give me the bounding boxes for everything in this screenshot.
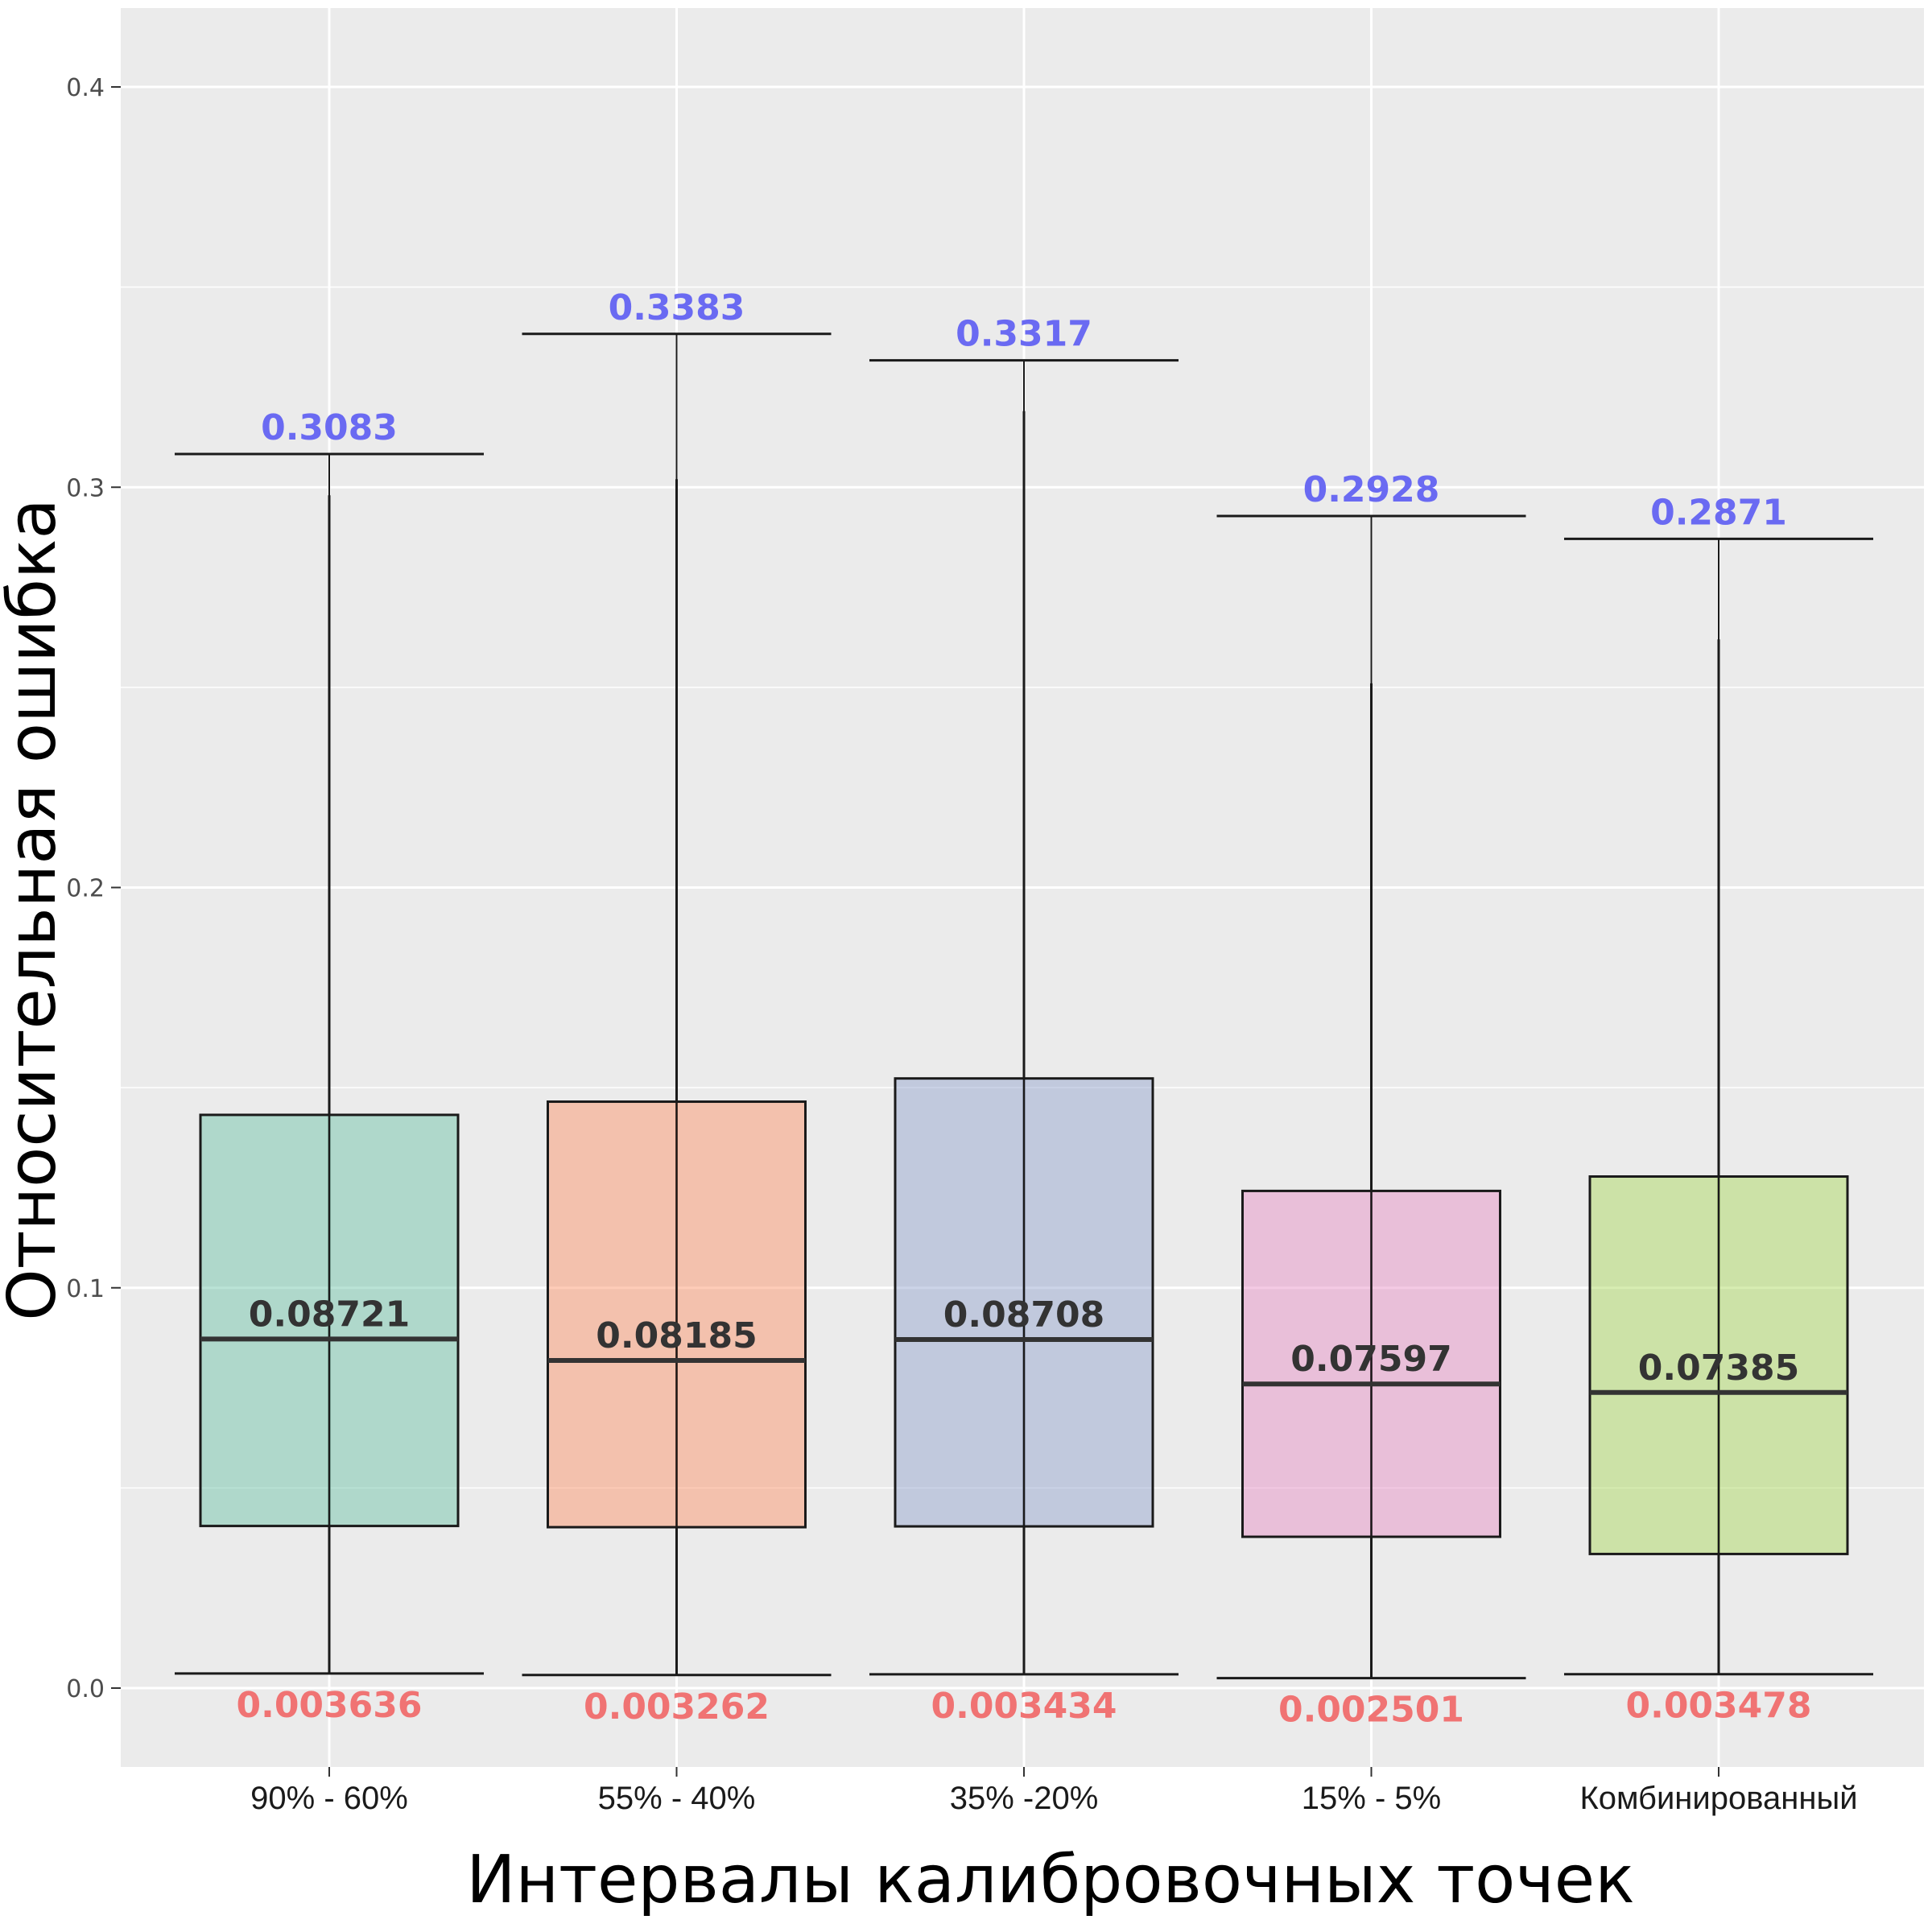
- max-value-label: 0.3317: [956, 314, 1092, 355]
- median-value-label: 0.07385: [1638, 1348, 1799, 1389]
- y-axis-ticks: 0.0 0.1 0.2 0.3 0.4: [66, 74, 121, 1703]
- median-value-label: 0.07597: [1290, 1339, 1451, 1380]
- x-tick-label: 55% - 40%: [598, 1781, 756, 1816]
- max-value-label: 0.3083: [261, 407, 398, 448]
- median-value-label: 0.08708: [943, 1294, 1104, 1335]
- min-value-label: 0.003262: [584, 1686, 770, 1728]
- min-value-label: 0.002501: [1278, 1690, 1464, 1731]
- min-value-label: 0.003434: [931, 1686, 1117, 1727]
- x-tick-label: 15% - 5%: [1302, 1781, 1441, 1816]
- y-tick-label: 0.2: [66, 875, 105, 903]
- min-value-label: 0.003478: [1625, 1686, 1811, 1727]
- value-labels-layer: 0.3083 0.08721 0.003636 0.3383 0.08185 0.0032…: [236, 287, 1811, 1731]
- box-3: [869, 359, 1179, 1676]
- x-tick-label: 35% -20%: [950, 1781, 1099, 1816]
- y-tick-label: 0.3: [66, 474, 105, 502]
- x-tick-label: Комбинированный: [1579, 1781, 1857, 1816]
- max-value-label: 0.2871: [1650, 492, 1787, 533]
- x-axis-title: Интервалы калибровочных точек: [466, 1842, 1635, 1918]
- box-5: [1564, 537, 1873, 1676]
- x-tick-label: 90% - 60%: [250, 1781, 408, 1816]
- median-value-label: 0.08721: [249, 1294, 410, 1335]
- max-value-label: 0.2928: [1303, 469, 1440, 510]
- min-value-label: 0.003636: [236, 1685, 422, 1726]
- box-1: [175, 452, 484, 1675]
- box-2: [522, 332, 832, 1677]
- box-4: [1216, 514, 1526, 1680]
- y-tick-label: 0.1: [66, 1275, 105, 1303]
- y-tick-label: 0.4: [66, 74, 105, 102]
- boxes-layer: [175, 332, 1873, 1680]
- max-value-label: 0.3383: [609, 287, 745, 328]
- y-tick-label: 0.0: [66, 1675, 105, 1703]
- y-axis-title: Относительная ошибка: [0, 498, 71, 1321]
- median-value-label: 0.08185: [596, 1315, 757, 1356]
- x-axis-ticks: 90% - 60% 55% - 40% 35% -20% 15% - 5% Комбин…: [250, 1767, 1858, 1816]
